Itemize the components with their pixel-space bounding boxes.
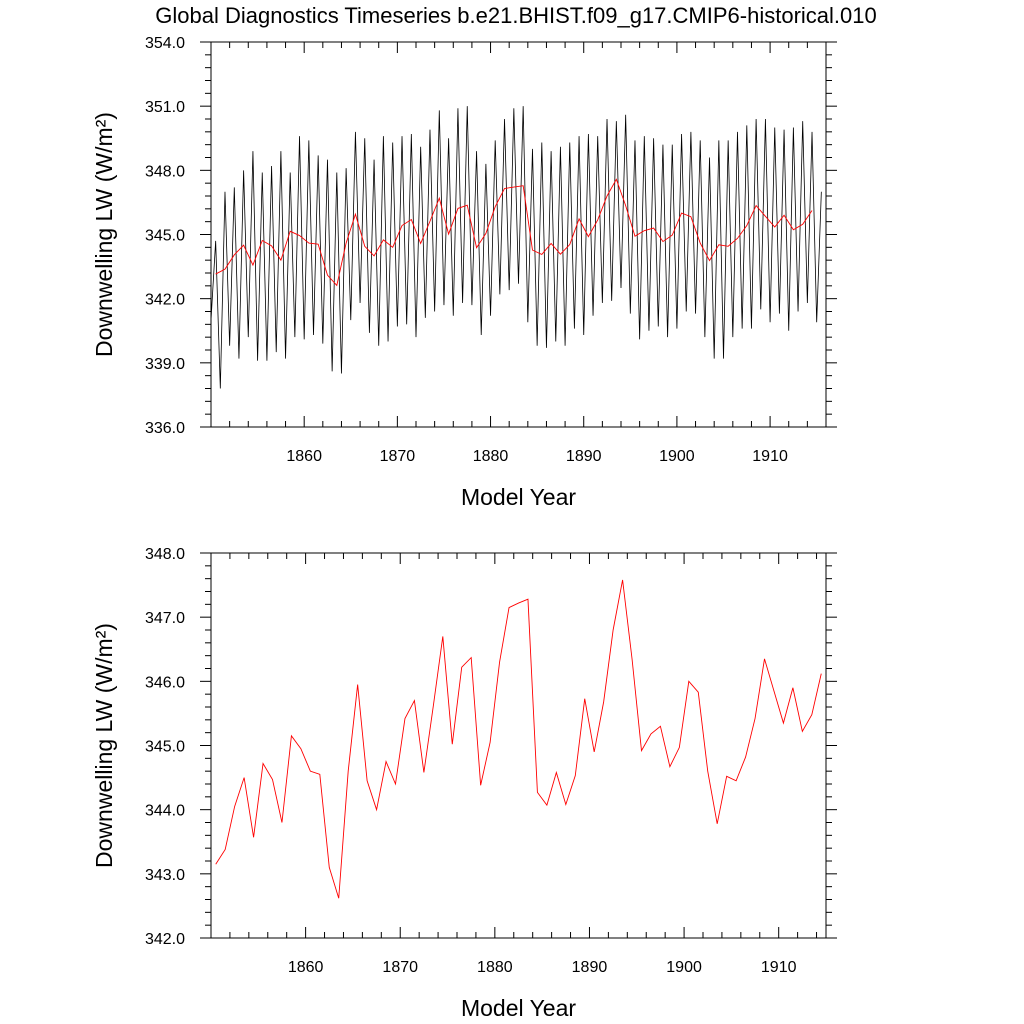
y-tick-label: 343.0 [145, 867, 185, 884]
x-tick-label: 1870 [380, 448, 416, 465]
y-tick-label: 347.0 [145, 610, 185, 627]
panel-top: 1860 1870 1880 1890 1900 1910 336.0 339.0 342.0 3… [91, 35, 837, 510]
x-axis-label: Model Year [461, 484, 576, 510]
y-tick-label: 345.0 [145, 739, 185, 756]
y-tick-label: 342.0 [145, 292, 185, 309]
x-tick-label: 1900 [659, 448, 695, 465]
y-axis-label: Downwelling LW (W/m²) [91, 112, 117, 357]
x-tick-label: 1890 [566, 448, 602, 465]
x-axis-ticks [210, 553, 818, 938]
x-tick-label: 1880 [473, 448, 509, 465]
y-tick-label: 354.0 [145, 35, 185, 52]
x-tick-label: 1860 [288, 959, 324, 976]
x-tick-label: 1860 [286, 448, 322, 465]
y-tick-label: 344.0 [145, 803, 185, 820]
x-tick-label: 1890 [572, 959, 608, 976]
x-tick-label: 1910 [752, 448, 788, 465]
y-tick-label: 336.0 [145, 420, 185, 437]
y-tick-label: 346.0 [145, 674, 185, 691]
x-tick-label: 1870 [382, 959, 418, 976]
figure-title: Global Diagnostics Timeseries b.e21.BHIS… [155, 3, 876, 28]
monthly-series [211, 106, 822, 389]
y-axis-ticks [200, 552, 837, 939]
y-tick-label: 351.0 [145, 99, 185, 116]
y-tick-label: 342.0 [145, 931, 185, 948]
y-tick-label: 345.0 [145, 228, 185, 245]
plot-frame [210, 552, 827, 939]
x-tick-label: 1880 [477, 959, 513, 976]
y-axis-label: Downwelling LW (W/m²) [91, 623, 117, 868]
x-axis-ticks [210, 42, 827, 427]
x-axis-label: Model Year [461, 995, 576, 1021]
y-tick-label: 348.0 [145, 546, 185, 563]
x-tick-label: 1900 [666, 959, 702, 976]
y-axis-ticks [200, 41, 837, 428]
annual-mean-series [215, 579, 822, 899]
panel-bottom: 1860 1870 1880 1890 1900 1910 342.0 343.0 344.0 3… [91, 546, 837, 1021]
x-tick-label: 1910 [761, 959, 797, 976]
y-tick-label: 339.0 [145, 356, 185, 373]
y-tick-label: 348.0 [145, 163, 185, 180]
plot-frame [210, 41, 827, 428]
annual-mean-series [215, 178, 813, 287]
